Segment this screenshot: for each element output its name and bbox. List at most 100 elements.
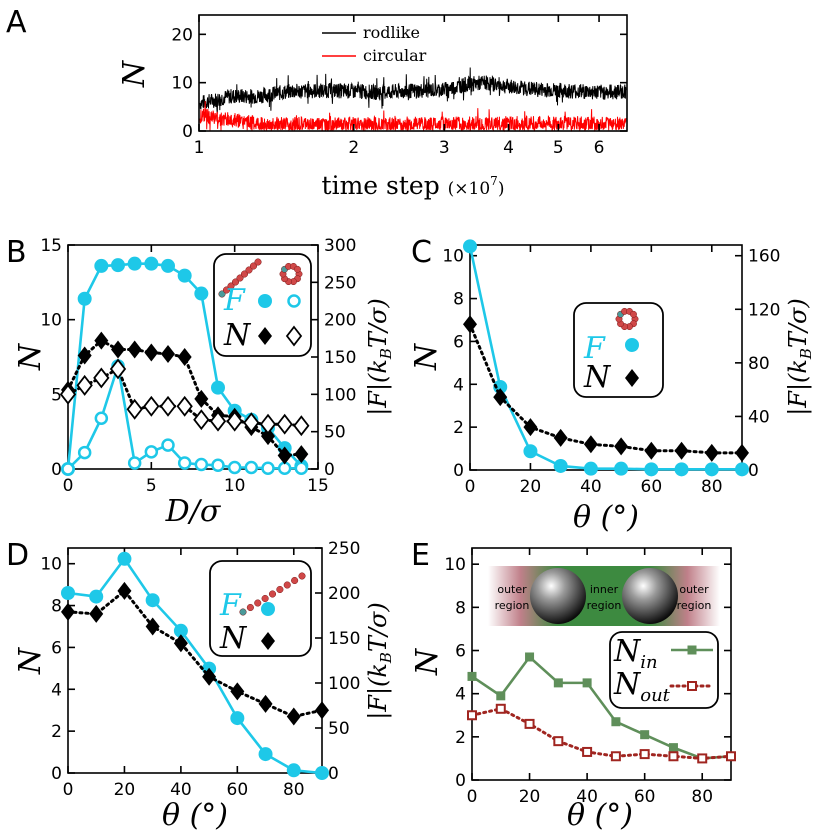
y-tick-label: 6 bbox=[51, 638, 62, 658]
rod-molecule-icon bbox=[236, 274, 244, 282]
colloid-sphere-right bbox=[622, 568, 678, 624]
inset-label-inner: inner bbox=[590, 583, 619, 596]
data-point bbox=[610, 751, 621, 762]
x-tick-label: 0 bbox=[63, 780, 74, 800]
data-point bbox=[286, 707, 301, 726]
data-point bbox=[230, 711, 245, 726]
x-tick-label: 0 bbox=[63, 476, 74, 496]
data-point bbox=[94, 411, 109, 425]
y-tick-label: 2 bbox=[453, 418, 464, 438]
data-point bbox=[77, 346, 92, 365]
y-tick-label: 0 bbox=[51, 460, 62, 480]
x-tick-label: 40 bbox=[580, 477, 602, 497]
plot-frame bbox=[469, 244, 743, 471]
data-point bbox=[467, 710, 477, 721]
data-point bbox=[261, 427, 275, 446]
x-tick-label: 0 bbox=[465, 477, 476, 497]
y2-tick-label: 200 bbox=[328, 584, 360, 604]
x-tick-label: 20 bbox=[520, 477, 542, 497]
data-point bbox=[177, 268, 192, 283]
data-point bbox=[161, 345, 175, 364]
y2-axis-label: |F|(kBT/σ) bbox=[364, 298, 395, 416]
x-tick-label: 5 bbox=[146, 476, 157, 496]
rod-molecule-icon bbox=[227, 282, 235, 290]
x-tick-label: 60 bbox=[634, 787, 656, 807]
data-point bbox=[230, 682, 245, 701]
legend-marker bbox=[285, 325, 303, 347]
data-point bbox=[582, 678, 592, 688]
legend-a: rodlike circular bbox=[322, 23, 427, 65]
x-tick-label: 1 bbox=[194, 138, 205, 158]
rod-molecule-icon bbox=[240, 270, 249, 278]
y2-tick-label: 100 bbox=[328, 674, 360, 694]
data-point bbox=[209, 410, 227, 432]
rod-molecule-icon bbox=[291, 576, 299, 585]
x-tick-label: 15 bbox=[307, 476, 329, 496]
y-tick-label: 20 bbox=[171, 25, 193, 45]
legend-marker bbox=[258, 294, 272, 308]
data-point bbox=[259, 413, 277, 435]
y-axis-label: N bbox=[117, 59, 152, 88]
legend-marker bbox=[625, 338, 639, 352]
data-point bbox=[127, 456, 142, 470]
inset-label-outer-right: outer bbox=[679, 583, 709, 596]
y2-tick-label: 300 bbox=[324, 236, 356, 256]
rod-molecule-icon bbox=[246, 603, 254, 612]
y2-tick-label: 50 bbox=[328, 719, 350, 739]
data-point bbox=[582, 746, 593, 757]
data-point bbox=[177, 456, 192, 470]
data-point bbox=[117, 551, 132, 566]
data-point bbox=[145, 593, 160, 608]
y-tick-label: 10 bbox=[442, 247, 464, 267]
y-tick-label: 0 bbox=[51, 764, 62, 784]
data-point bbox=[614, 461, 629, 476]
rod-molecule-icon bbox=[298, 572, 306, 580]
data-point bbox=[525, 652, 535, 662]
legend-label-f: F bbox=[219, 588, 242, 623]
data-point bbox=[143, 395, 160, 417]
y-tick-label: 8 bbox=[51, 597, 62, 617]
data-point bbox=[493, 388, 508, 407]
data-point bbox=[293, 415, 310, 437]
legend-label-circular: circular bbox=[363, 46, 427, 65]
data-point bbox=[144, 256, 159, 271]
series-trace-rodlike bbox=[199, 67, 627, 114]
series-line-f bbox=[468, 245, 744, 471]
y2-tick-label: 150 bbox=[328, 629, 360, 649]
data-point bbox=[639, 749, 650, 760]
legend-marker bbox=[687, 681, 697, 691]
data-point bbox=[76, 374, 93, 396]
y2-tick-label: 0 bbox=[328, 764, 339, 784]
data-point bbox=[173, 634, 188, 653]
rod-molecule-icon bbox=[254, 258, 262, 266]
x-tick-label: 60 bbox=[227, 780, 249, 800]
x-tick-label: 40 bbox=[576, 787, 598, 807]
panel-label-e: E bbox=[411, 538, 430, 573]
data-point bbox=[61, 586, 75, 600]
data-point bbox=[111, 258, 125, 273]
data-point bbox=[59, 383, 77, 405]
y2-tick-label: 150 bbox=[324, 348, 356, 368]
y-tick-label: 10 bbox=[40, 555, 62, 575]
data-point bbox=[194, 286, 209, 301]
rod-molecule-icon bbox=[218, 290, 226, 298]
y-tick-label: 8 bbox=[453, 290, 464, 310]
panel-c: 0 20 40 60 80024681004080120160FNCN|F|(kBT/σ… bbox=[409, 235, 815, 535]
legend-label-nin: Nin bbox=[613, 634, 658, 673]
y2-tick-label: 40 bbox=[748, 407, 770, 427]
data-point bbox=[211, 380, 225, 395]
x-tick-label: 20 bbox=[114, 780, 136, 800]
y2-tick-label: 120 bbox=[748, 300, 780, 320]
series-line-n_in bbox=[470, 655, 733, 760]
data-point bbox=[644, 441, 659, 460]
y2-tick-label: 0 bbox=[324, 460, 335, 480]
rod-molecule-icon bbox=[283, 581, 291, 589]
data-point bbox=[244, 460, 259, 475]
data-point bbox=[315, 766, 329, 780]
data-point bbox=[286, 763, 301, 778]
data-point bbox=[93, 367, 110, 389]
data-point bbox=[294, 445, 309, 464]
x-tick-label: 10 bbox=[224, 476, 246, 496]
y2-tick-label: 250 bbox=[324, 273, 356, 293]
